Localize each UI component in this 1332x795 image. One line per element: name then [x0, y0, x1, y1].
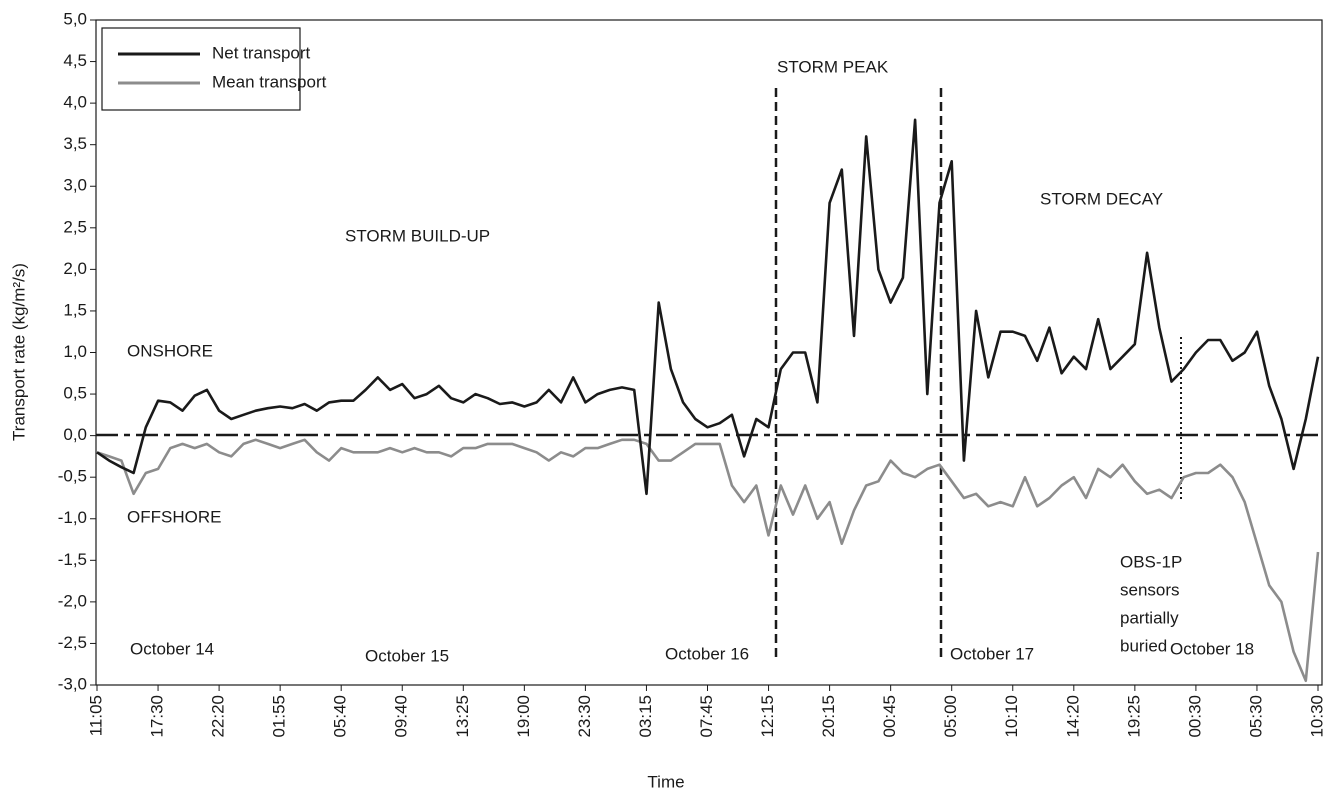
y-tick-label: 4,0 — [63, 93, 87, 112]
legend-box — [101, 27, 301, 111]
x-tick-label: 23:30 — [575, 695, 594, 738]
day-label: October 14 — [130, 639, 214, 658]
annotation: STORM BUILD-UP — [345, 226, 490, 245]
annotation: OBS-1P — [1120, 552, 1182, 571]
y-tick-label: 4,5 — [63, 51, 87, 70]
x-tick-label: 07:45 — [697, 695, 716, 738]
y-tick-label: 2,5 — [63, 217, 87, 236]
x-tick-label: 00:30 — [1185, 695, 1204, 738]
annotation: partially — [1120, 608, 1179, 627]
x-tick-label: 03:15 — [636, 695, 655, 738]
x-tick-label: 09:40 — [392, 695, 411, 738]
y-tick-label: -3,0 — [58, 674, 87, 693]
x-tick-label: 00:45 — [880, 695, 899, 738]
y-tick-label: 5,0 — [63, 9, 87, 28]
x-tick-label: 05:30 — [1246, 695, 1265, 738]
y-tick-label: -0,5 — [58, 467, 87, 486]
x-tick-label: 05:00 — [941, 695, 960, 738]
day-label: October 15 — [365, 646, 449, 665]
y-tick-label: 1,5 — [63, 300, 87, 319]
x-tick-label: 17:30 — [148, 695, 167, 738]
day-label: October 16 — [665, 644, 749, 663]
annotation: ONSHORE — [127, 341, 213, 360]
legend-label: Mean transport — [212, 72, 327, 91]
x-tick-label: 19:25 — [1124, 695, 1143, 738]
y-tick-label: 3,0 — [63, 176, 87, 195]
x-tick-label: 20:15 — [819, 695, 838, 738]
legend-label: Net transport — [212, 43, 311, 62]
annotation: OFFSHORE — [127, 507, 221, 526]
series-line — [96, 118, 1320, 496]
x-axis-label: Time — [647, 772, 684, 791]
annotation: buried — [1120, 636, 1167, 655]
annotation: sensors — [1120, 580, 1180, 599]
y-axis-label: Transport rate (kg/m²/s) — [9, 263, 28, 441]
annotation: STORM PEAK — [777, 57, 889, 76]
y-tick-label: 3,5 — [63, 134, 87, 153]
y-tick-label: -2,5 — [58, 633, 87, 652]
y-tick-label: -1,0 — [58, 508, 87, 527]
x-tick-label: 13:25 — [453, 695, 472, 738]
y-tick-label: 0,0 — [63, 425, 87, 444]
x-tick-label: 01:55 — [270, 695, 289, 738]
y-tick-label: 1,0 — [63, 342, 87, 361]
x-tick-label: 10:10 — [1002, 695, 1021, 738]
x-tick-label: 14:20 — [1063, 695, 1082, 738]
y-tick-label: 2,0 — [63, 259, 87, 278]
day-label: October 17 — [950, 644, 1034, 663]
annotation: STORM DECAY — [1040, 189, 1163, 208]
series-line — [96, 438, 1320, 683]
x-tick-label: 05:40 — [331, 695, 350, 738]
y-tick-label: 0,5 — [63, 384, 87, 403]
x-tick-label: 12:15 — [758, 695, 777, 738]
y-tick-label: -1,5 — [58, 550, 87, 569]
x-tick-label: 11:05 — [86, 695, 105, 736]
x-tick-label: 10:30 — [1307, 695, 1326, 738]
day-label: October 18 — [1170, 639, 1254, 658]
y-tick-label: -2,0 — [58, 591, 87, 610]
x-tick-label: 19:00 — [514, 695, 533, 738]
x-tick-label: 22:20 — [209, 695, 228, 738]
